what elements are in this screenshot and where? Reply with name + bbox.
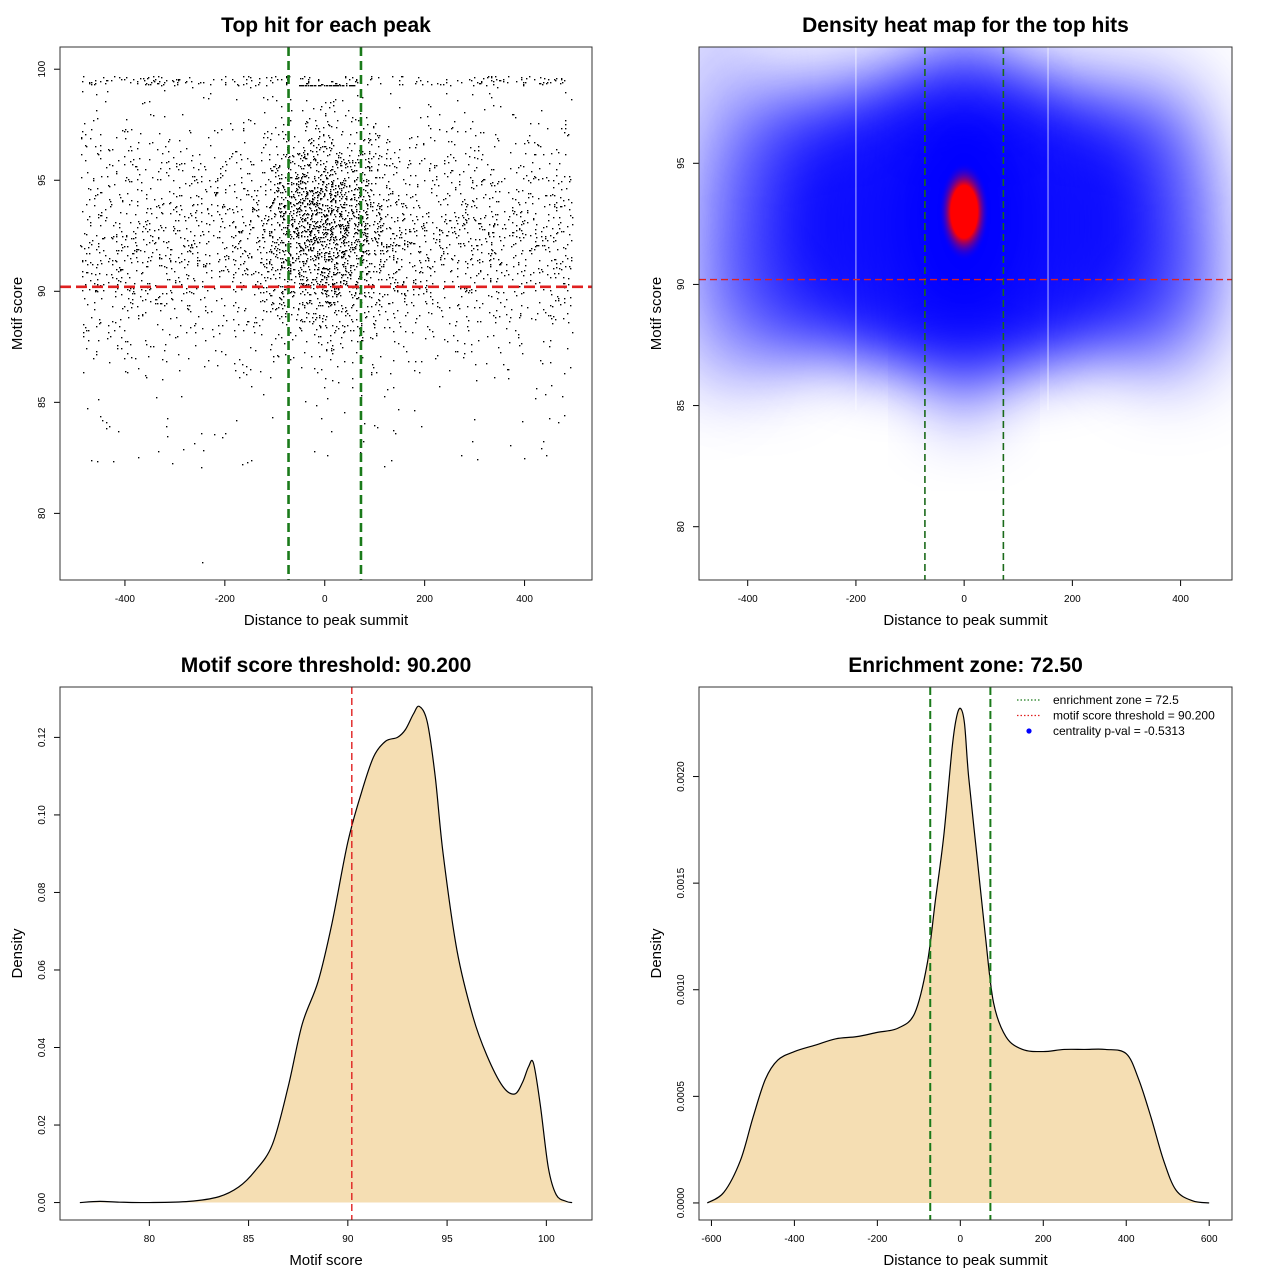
panel-score_density: Motif score threshold: 90.200 Motif score… [9,654,593,1269]
y-tick-label: 85 [37,396,48,408]
x-tick-label: 85 [243,1234,255,1245]
y-tick-label: 0.12 [37,727,48,747]
x-tick-label: 200 [416,594,433,605]
scatter-point [80,76,574,564]
x-tick-label: 80 [144,1234,156,1245]
plot-frame [698,46,1233,581]
panel-heatmap: Density heat map for the top hits Distanc… [648,14,1233,629]
y-axis-label: Motif score [9,277,26,350]
x-axis-label: Motif score [289,1252,362,1269]
x-tick-label: 100 [538,1234,555,1245]
x-tick-label: 600 [1201,1234,1218,1245]
y-tick-label: 0.0010 [676,974,687,1005]
x-tick-label: 0 [961,594,967,605]
chart-title: Motif score threshold: 90.200 [181,654,472,677]
x-tick-label: 400 [516,594,533,605]
x-tick-label: 200 [1064,594,1081,605]
y-axis-label: Density [9,928,26,979]
x-axis-label: Distance to peak summit [244,612,409,629]
panel-scatter: Top hit for each peak Distance to peak su… [9,14,593,629]
y-tick-label: 0.00 [37,1192,48,1212]
density-curve [79,705,573,1204]
y-tick-label: 80 [676,521,687,533]
y-axis-label: Motif score [648,277,665,350]
density-area [707,708,1210,1203]
y-tick-label: 0.10 [37,805,48,825]
y-tick-label: 80 [37,507,48,519]
y-tick-label: 0.08 [37,882,48,902]
y-tick-label: 0.0005 [676,1081,687,1112]
x-tick-label: -600 [701,1234,721,1245]
x-axis-label: Distance to peak summit [883,1252,1048,1269]
panel-distance_density: Enrichment zone: 72.50 Distance to peak s… [648,654,1233,1269]
y-tick-label: 85 [676,400,687,412]
x-tick-label: -200 [867,1234,887,1245]
y-tick-label: 0.06 [37,960,48,980]
x-tick-label: 200 [1035,1234,1052,1245]
y-tick-label: 0.02 [37,1115,48,1135]
legend-label: motif score threshold = 90.200 [1053,709,1215,723]
chart-title: Density heat map for the top hits [802,14,1129,37]
x-tick-label: 400 [1118,1234,1135,1245]
y-tick-label: 0.0000 [676,1187,687,1218]
legend-entry: centrality p-val = -0.5313 [1026,724,1185,738]
y-tick-label: 90 [676,278,687,290]
density-area [79,706,573,1203]
x-tick-label: -200 [846,594,866,605]
y-tick-label: 0.0020 [676,761,687,792]
x-tick-label: -200 [215,594,235,605]
y-tick-label: 95 [676,157,687,169]
x-tick-label: 400 [1172,594,1189,605]
scatter-points [80,76,574,564]
x-tick-label: -400 [115,594,135,605]
legend-entry: enrichment zone = 72.5 [1017,693,1179,707]
legend-entry: motif score threshold = 90.200 [1017,709,1215,723]
x-tick-label: -400 [784,1234,804,1245]
heatmap-density [699,47,1232,580]
plot-frame [59,46,593,581]
y-tick-label: 100 [37,60,48,77]
y-tick-label: 0.0015 [676,867,687,898]
y-tick-label: 0.04 [37,1037,48,1057]
x-tick-label: 0 [958,1234,964,1245]
legend-label: centrality p-val = -0.5313 [1053,724,1185,738]
legend-label: enrichment zone = 72.5 [1053,693,1179,707]
density-curve [706,707,1210,1204]
plot-frame [698,686,1233,1221]
y-axis-label: Density [648,928,665,979]
x-tick-label: 95 [442,1234,454,1245]
x-axis-label: Distance to peak summit [883,612,1048,629]
y-tick-label: 90 [37,285,48,297]
x-tick-label: 0 [322,594,328,605]
x-tick-label: -400 [738,594,758,605]
plot-frame [59,686,593,1221]
x-tick-label: 90 [342,1234,354,1245]
legend: enrichment zone = 72.5 motif score thresh… [1017,693,1215,738]
density-peak [934,153,994,270]
legend-swatch [1026,728,1032,734]
chart-title: Top hit for each peak [221,14,431,37]
chart-title: Enrichment zone: 72.50 [848,654,1083,677]
y-tick-label: 95 [37,174,48,186]
